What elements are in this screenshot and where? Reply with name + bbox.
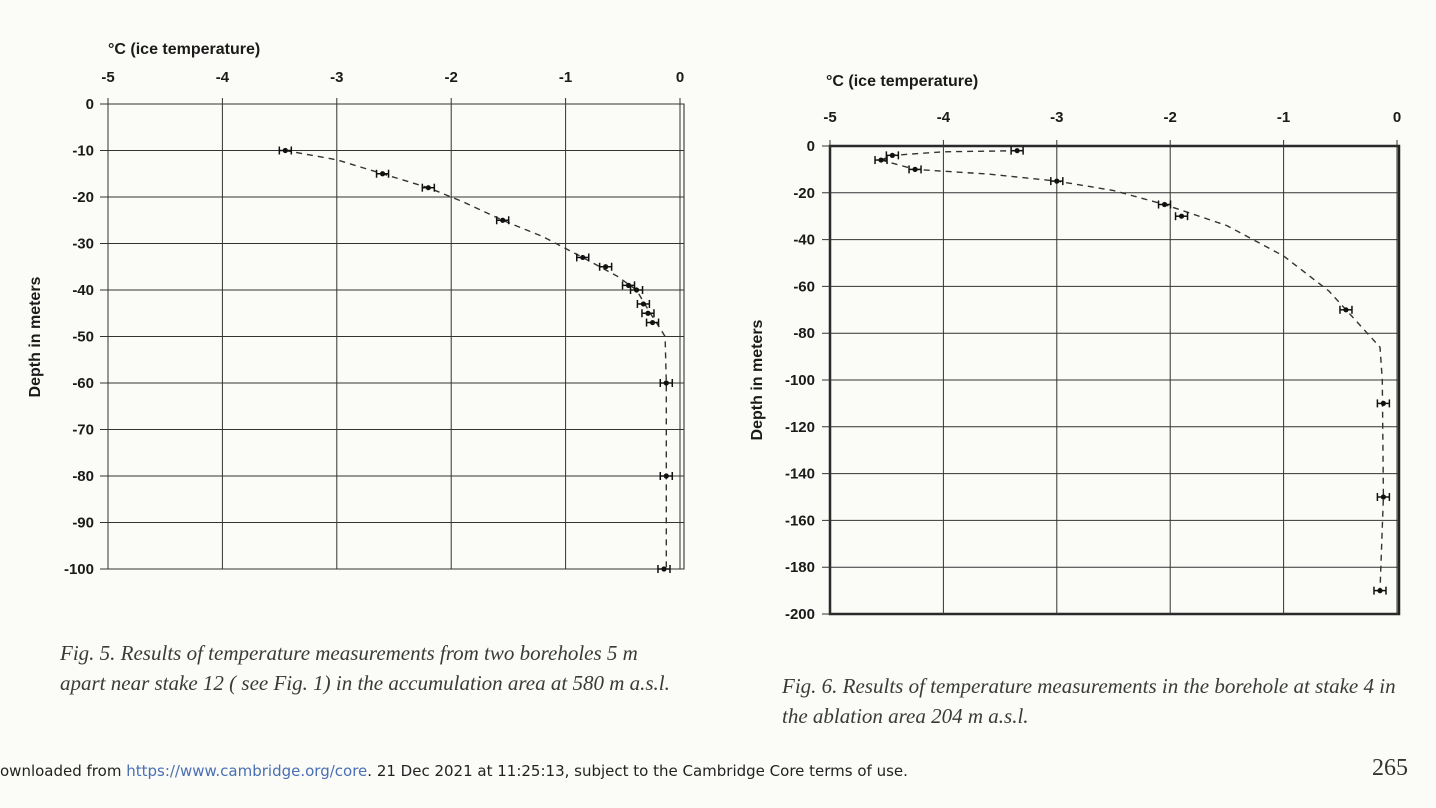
chart2-y-tick-label: -80: [793, 325, 815, 342]
chart1-x-tick-label: 0: [676, 69, 684, 86]
chart2-y-tick-label: -180: [785, 559, 815, 576]
chart2-y-tick-label: -60: [793, 278, 815, 295]
chart1-x-axis-label: °C (ice temperature): [108, 41, 260, 58]
chart2-y-tick-label: -100: [785, 372, 815, 389]
download-footer: ownloaded from https://www.cambridge.org…: [0, 762, 908, 780]
chart2-data-point: [908, 165, 922, 174]
chart1-data-point: [657, 565, 671, 573]
chart1-data-point: [629, 286, 644, 294]
chart1-y-tick-label: -30: [72, 236, 94, 253]
chart2-fit-curve: [880, 150, 1385, 591]
chart2-x-tick-label: -4: [937, 109, 951, 126]
chart2-y-tick-label: -140: [785, 466, 815, 483]
chart1-data-point: [375, 169, 390, 178]
chart2-fit-curve-line: [880, 150, 1018, 161]
chart1-x-tick-label: -2: [445, 69, 458, 86]
chart1-data-point: [421, 183, 436, 192]
chart1-data-point: [576, 253, 590, 262]
chart1-data-point: [621, 281, 636, 290]
chart2-data-point: [1157, 200, 1172, 209]
chart1-y-tick-label: 0: [86, 96, 94, 113]
chart-fig6: °C (ice temperature) Depth in meters -5 -…: [749, 73, 1401, 623]
chart1-y-tick-label: -80: [72, 468, 94, 485]
chart1-ticks: -5 -4 -3 -2 -1 00-10-20-30-40-50-60-70-80-90-…: [64, 69, 684, 578]
figure5-caption: Fig. 5. Results of temperature measureme…: [60, 641, 670, 695]
chart1-y-tick-label: -60: [72, 375, 94, 392]
chart1-y-tick-label: -70: [72, 422, 94, 439]
chart1-points: [278, 146, 674, 573]
chart2-data-point: [1050, 177, 1064, 186]
chart1-y-tick-label: -10: [72, 143, 94, 160]
chart2-data-point: [885, 151, 900, 160]
chart1-data-point: [659, 472, 674, 480]
chart2-y-tick-label: -200: [785, 606, 815, 623]
chart1-data-point: [278, 146, 293, 155]
chart2-y-tick-label: -160: [785, 512, 815, 529]
chart2-data-point: [1010, 146, 1024, 155]
chart2-data-point: [1376, 399, 1391, 408]
chart2-grid: [822, 140, 1401, 616]
chart1-y-tick-label: -100: [64, 561, 94, 578]
chart1-y-tick-label: -40: [72, 282, 94, 299]
chart1-x-tick-label: -1: [559, 69, 572, 86]
chart2-x-tick-label: 0: [1393, 109, 1401, 126]
chart2-x-tick-label: -2: [1164, 109, 1177, 126]
chart2-data-point: [874, 156, 888, 165]
chart1-data-point: [636, 299, 651, 308]
chart-fig5: °C (ice temperature) Depth in meters -5 -…: [27, 41, 685, 578]
chart1-x-tick-label: -3: [330, 69, 343, 86]
chart1-y-tick-label: -20: [72, 189, 94, 206]
chart1-fit-curve: [285, 149, 667, 569]
chart1-y-axis-label: Depth in meters: [27, 276, 44, 397]
chart2-y-tick-label: -40: [793, 232, 815, 249]
chart2-x-tick-label: -3: [1050, 109, 1063, 126]
chart2-y-tick-label: -20: [793, 185, 815, 202]
chart2-data-point: [1376, 493, 1391, 501]
cambridge-core-link[interactable]: https://www.cambridge.org/core: [126, 762, 368, 780]
chart2-y-tick-label: 0: [807, 138, 815, 155]
figure6-caption: Fig. 6. Results of temperature measureme…: [782, 674, 1396, 728]
chart1-fit-curve-line: [285, 149, 667, 569]
chart1-data-point: [598, 262, 613, 271]
chart2-data-point: [1373, 586, 1387, 595]
chart2-x-tick-label: -5: [823, 109, 836, 126]
chart2-x-tick-label: -1: [1277, 109, 1290, 126]
chart1-grid: [100, 98, 685, 570]
chart1-x-tick-label: -5: [101, 69, 114, 86]
chart1-data-point: [659, 379, 674, 387]
chart2-data-point: [1174, 212, 1189, 221]
chart2-data-point: [1339, 305, 1353, 314]
chart1-y-tick-label: -90: [72, 515, 94, 532]
chart2-x-axis-label: °C (ice temperature): [826, 73, 978, 90]
footer-prefix: ownloaded from: [0, 762, 127, 780]
chart1-data-point: [495, 216, 510, 225]
chart1-x-tick-label: -4: [216, 69, 230, 86]
page-number: 265: [1372, 755, 1408, 781]
chart2-fit-curve-line: [880, 159, 1385, 591]
chart1-data-point: [645, 318, 660, 327]
chart2-ticks: -5 -4 -3 -2 -1 00-20-40-60-80-100-120-140-160…: [785, 109, 1401, 623]
chart1-y-tick-label: -50: [72, 329, 94, 346]
chart2-y-axis-label: Depth in meters: [749, 319, 766, 440]
chart1-data-point: [641, 309, 655, 318]
footer-suffix: . 21 Dec 2021 at 11:25:13, subject to th…: [367, 762, 908, 780]
chart2-points: [874, 146, 1391, 595]
chart2-y-tick-label: -120: [785, 419, 815, 436]
